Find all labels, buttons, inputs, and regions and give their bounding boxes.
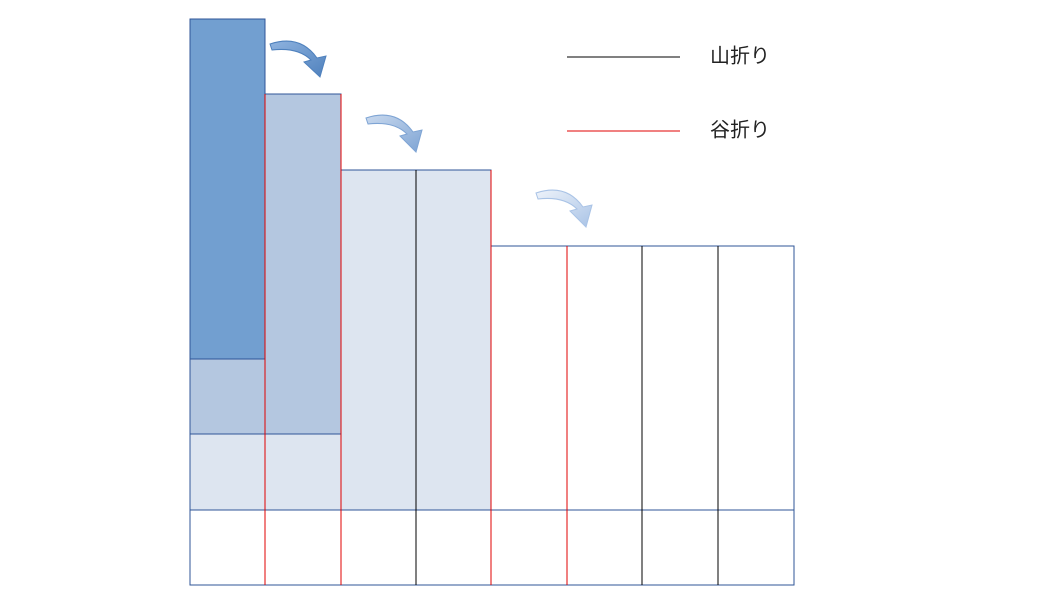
- panel: [189, 18, 266, 360]
- legend-label: 谷折り: [710, 118, 770, 142]
- panel: [189, 358, 266, 435]
- panels: [189, 18, 795, 586]
- arrow: [535, 189, 593, 228]
- panel: [264, 93, 342, 435]
- legend: 山折り 谷折り: [567, 44, 770, 142]
- legend-label: 山折り: [710, 44, 770, 68]
- arrow: [365, 114, 423, 153]
- fold-lines: [264, 94, 719, 585]
- arrows: [269, 40, 593, 228]
- panel: [189, 509, 795, 586]
- arrow: [269, 40, 327, 78]
